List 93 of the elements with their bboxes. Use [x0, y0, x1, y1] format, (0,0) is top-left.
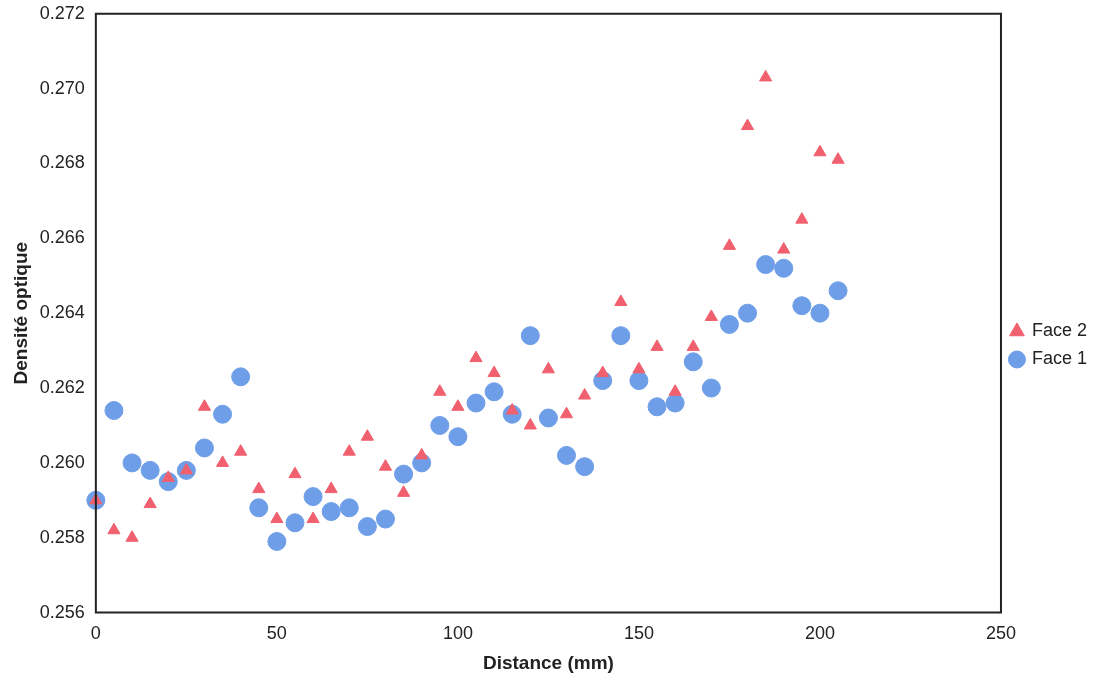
point: [252, 481, 266, 494]
point: [611, 326, 631, 346]
point: [360, 429, 374, 441]
point: [285, 513, 305, 533]
point: [632, 361, 646, 374]
y-axis-title: Densité optique: [9, 241, 31, 385]
point: [339, 498, 359, 518]
point: [306, 511, 320, 524]
point: [140, 460, 160, 480]
point: [451, 399, 465, 411]
point: [487, 365, 501, 378]
point: [448, 427, 468, 447]
y-tick-label: 0.266: [39, 227, 85, 248]
point: [197, 399, 212, 411]
point: [541, 361, 555, 374]
point: [415, 447, 429, 460]
point: [303, 487, 323, 507]
point: [792, 296, 812, 316]
point: [813, 144, 827, 157]
point: [469, 350, 483, 363]
point: [397, 485, 411, 497]
point: [686, 339, 700, 351]
x-axis-title: Distance (mm): [482, 651, 614, 673]
point: [216, 455, 230, 467]
point: [722, 238, 736, 250]
point: [213, 404, 233, 424]
y-tick-label: 0.256: [39, 601, 85, 622]
x-tick-label: 100: [442, 623, 473, 644]
legend-label: Face 2: [1031, 320, 1087, 341]
y-tick-label: 0.258: [39, 526, 85, 547]
point: [107, 522, 121, 535]
point: [647, 397, 667, 417]
point: [249, 498, 269, 518]
point: [828, 281, 848, 301]
y-tick-label: 0.268: [39, 152, 85, 173]
point: [683, 352, 703, 372]
y-tick-label: 0.262: [39, 377, 85, 398]
point: [267, 531, 287, 551]
x-tick-label: 150: [623, 623, 654, 644]
point: [122, 453, 142, 473]
point: [665, 393, 685, 413]
point: [810, 303, 830, 323]
point: [104, 401, 124, 421]
point: [756, 255, 776, 275]
point: [357, 517, 377, 537]
point: [578, 388, 592, 400]
point: [125, 530, 139, 542]
point: [324, 481, 338, 494]
point: [596, 365, 610, 378]
y-tick-label: 0.260: [39, 451, 85, 472]
point: [774, 258, 794, 278]
point: [777, 242, 791, 254]
point: [143, 496, 157, 509]
point: [704, 309, 718, 321]
point: [375, 509, 395, 529]
x-tick-label: 0: [90, 623, 101, 644]
point: [557, 445, 577, 465]
point: [234, 444, 248, 456]
y-tick-label: 0.264: [39, 302, 85, 323]
point: [629, 371, 649, 391]
point: [650, 339, 664, 351]
point: [378, 459, 393, 471]
point: [795, 212, 809, 224]
point: [575, 457, 595, 477]
point: [288, 466, 302, 479]
x-tick-label: 250: [985, 623, 1016, 644]
point: [466, 393, 486, 413]
x-tick-label: 50: [266, 623, 287, 644]
y-tick-label: 0.270: [39, 77, 85, 98]
point: [668, 384, 682, 396]
point: [701, 378, 721, 398]
point: [559, 406, 574, 419]
point: [538, 408, 558, 428]
legend-label: Face 1: [1031, 348, 1087, 369]
point: [270, 511, 284, 524]
point: [614, 294, 628, 306]
point: [321, 502, 341, 522]
point: [740, 118, 755, 131]
point: [194, 438, 214, 458]
point: [520, 326, 540, 346]
point: [759, 69, 773, 82]
point: [430, 415, 450, 435]
point: [433, 384, 447, 396]
point: [523, 417, 537, 430]
point: [484, 382, 504, 402]
y-tick-label: 0.272: [39, 2, 85, 23]
point: [831, 152, 845, 164]
point: [738, 303, 758, 323]
point: [342, 444, 356, 456]
point: [719, 314, 739, 334]
point: [231, 367, 251, 387]
x-tick-label: 200: [804, 623, 835, 644]
point: [394, 464, 414, 484]
